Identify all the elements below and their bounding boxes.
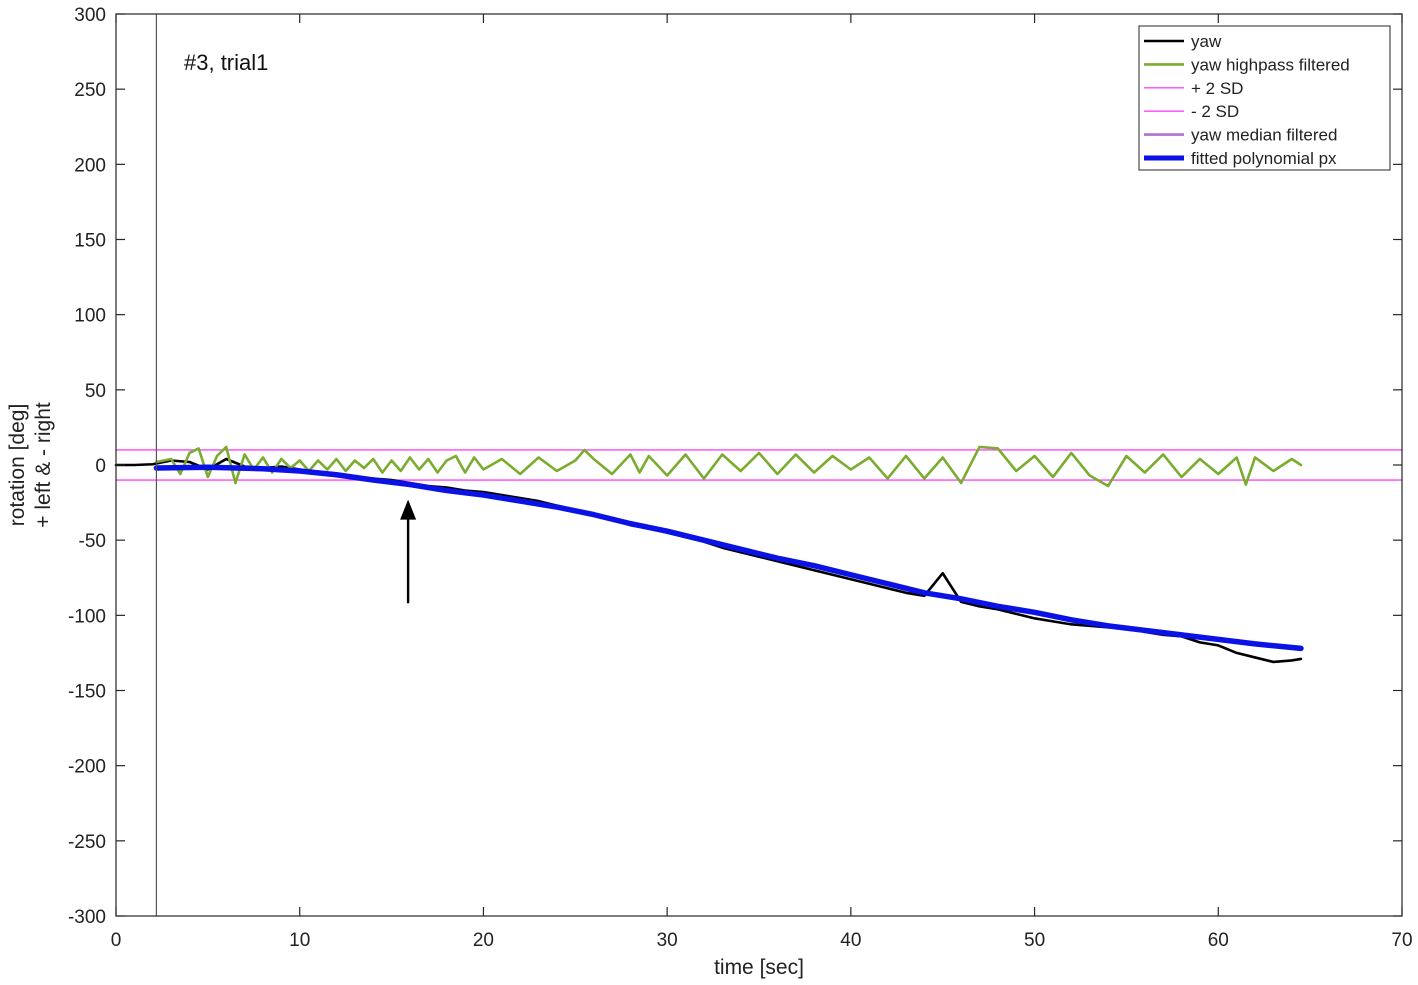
x-tick-label: 70 (1391, 930, 1412, 951)
x-tick-label: 30 (657, 930, 678, 951)
y-tick-label: -250 (68, 832, 106, 853)
x-tick-label: 60 (1208, 930, 1229, 951)
y-tick-label: 100 (74, 306, 106, 327)
y-tick-label: 150 (74, 231, 106, 252)
axis-ticks (115, 13, 1403, 917)
legend-box (1138, 25, 1391, 171)
x-tick-label: 50 (1024, 930, 1045, 951)
tick-labels: 0 10 20 30 40 50 60 70 -300 -250 -200 -150 -100 -50 0 5… (68, 5, 1413, 951)
y-tick-label: 50 (85, 381, 106, 402)
series-line-yaw-highpass-filtered (155, 445, 1303, 488)
y-axis-label-line-1: rotation [deg] (6, 404, 29, 527)
y-tick-label: -50 (79, 531, 106, 552)
series-layer (114, 445, 1403, 664)
legend-label-fitted-polynomial-px: fitted polynomial px (1191, 149, 1337, 168)
legend: yaw yaw highpass filtered + 2 SD - 2 SD yaw … (1138, 25, 1391, 171)
arrow-head (400, 499, 417, 520)
arrow-annotation (400, 499, 417, 604)
legend-label-2-sd: + 2 SD (1191, 79, 1243, 98)
y-tick-label: 0 (95, 456, 106, 477)
x-tick-label: 0 (111, 930, 122, 951)
legend-label-yaw-highpass-filtered: yaw highpass filtered (1191, 55, 1350, 74)
y-tick-label: 300 (74, 5, 106, 26)
y-tick-label: 250 (74, 80, 106, 101)
legend-items: yaw yaw highpass filtered + 2 SD - 2 SD yaw … (1144, 32, 1350, 168)
legend-label-yaw: yaw (1191, 32, 1222, 51)
series-line-fitted-polynomial-px (153, 464, 1304, 652)
y-tick-label: -200 (68, 757, 106, 778)
x-axis-label: time [sec] (714, 956, 804, 979)
x-tick-label: 10 (289, 930, 310, 951)
y-tick-label: -300 (68, 907, 106, 928)
y-tick-label: 200 (74, 155, 106, 176)
y-tick-label: -150 (68, 682, 106, 703)
annotation-label: #3, trial1 (184, 50, 268, 75)
y-tick-label: -100 (68, 606, 106, 627)
x-tick-label: 40 (840, 930, 861, 951)
legend-label-2-sd: - 2 SD (1191, 102, 1239, 121)
y-axis-label-line-2: + left & - right (32, 402, 55, 528)
x-tick-label: 20 (473, 930, 494, 951)
legend-label-yaw-median-filtered: yaw median filtered (1191, 126, 1337, 145)
